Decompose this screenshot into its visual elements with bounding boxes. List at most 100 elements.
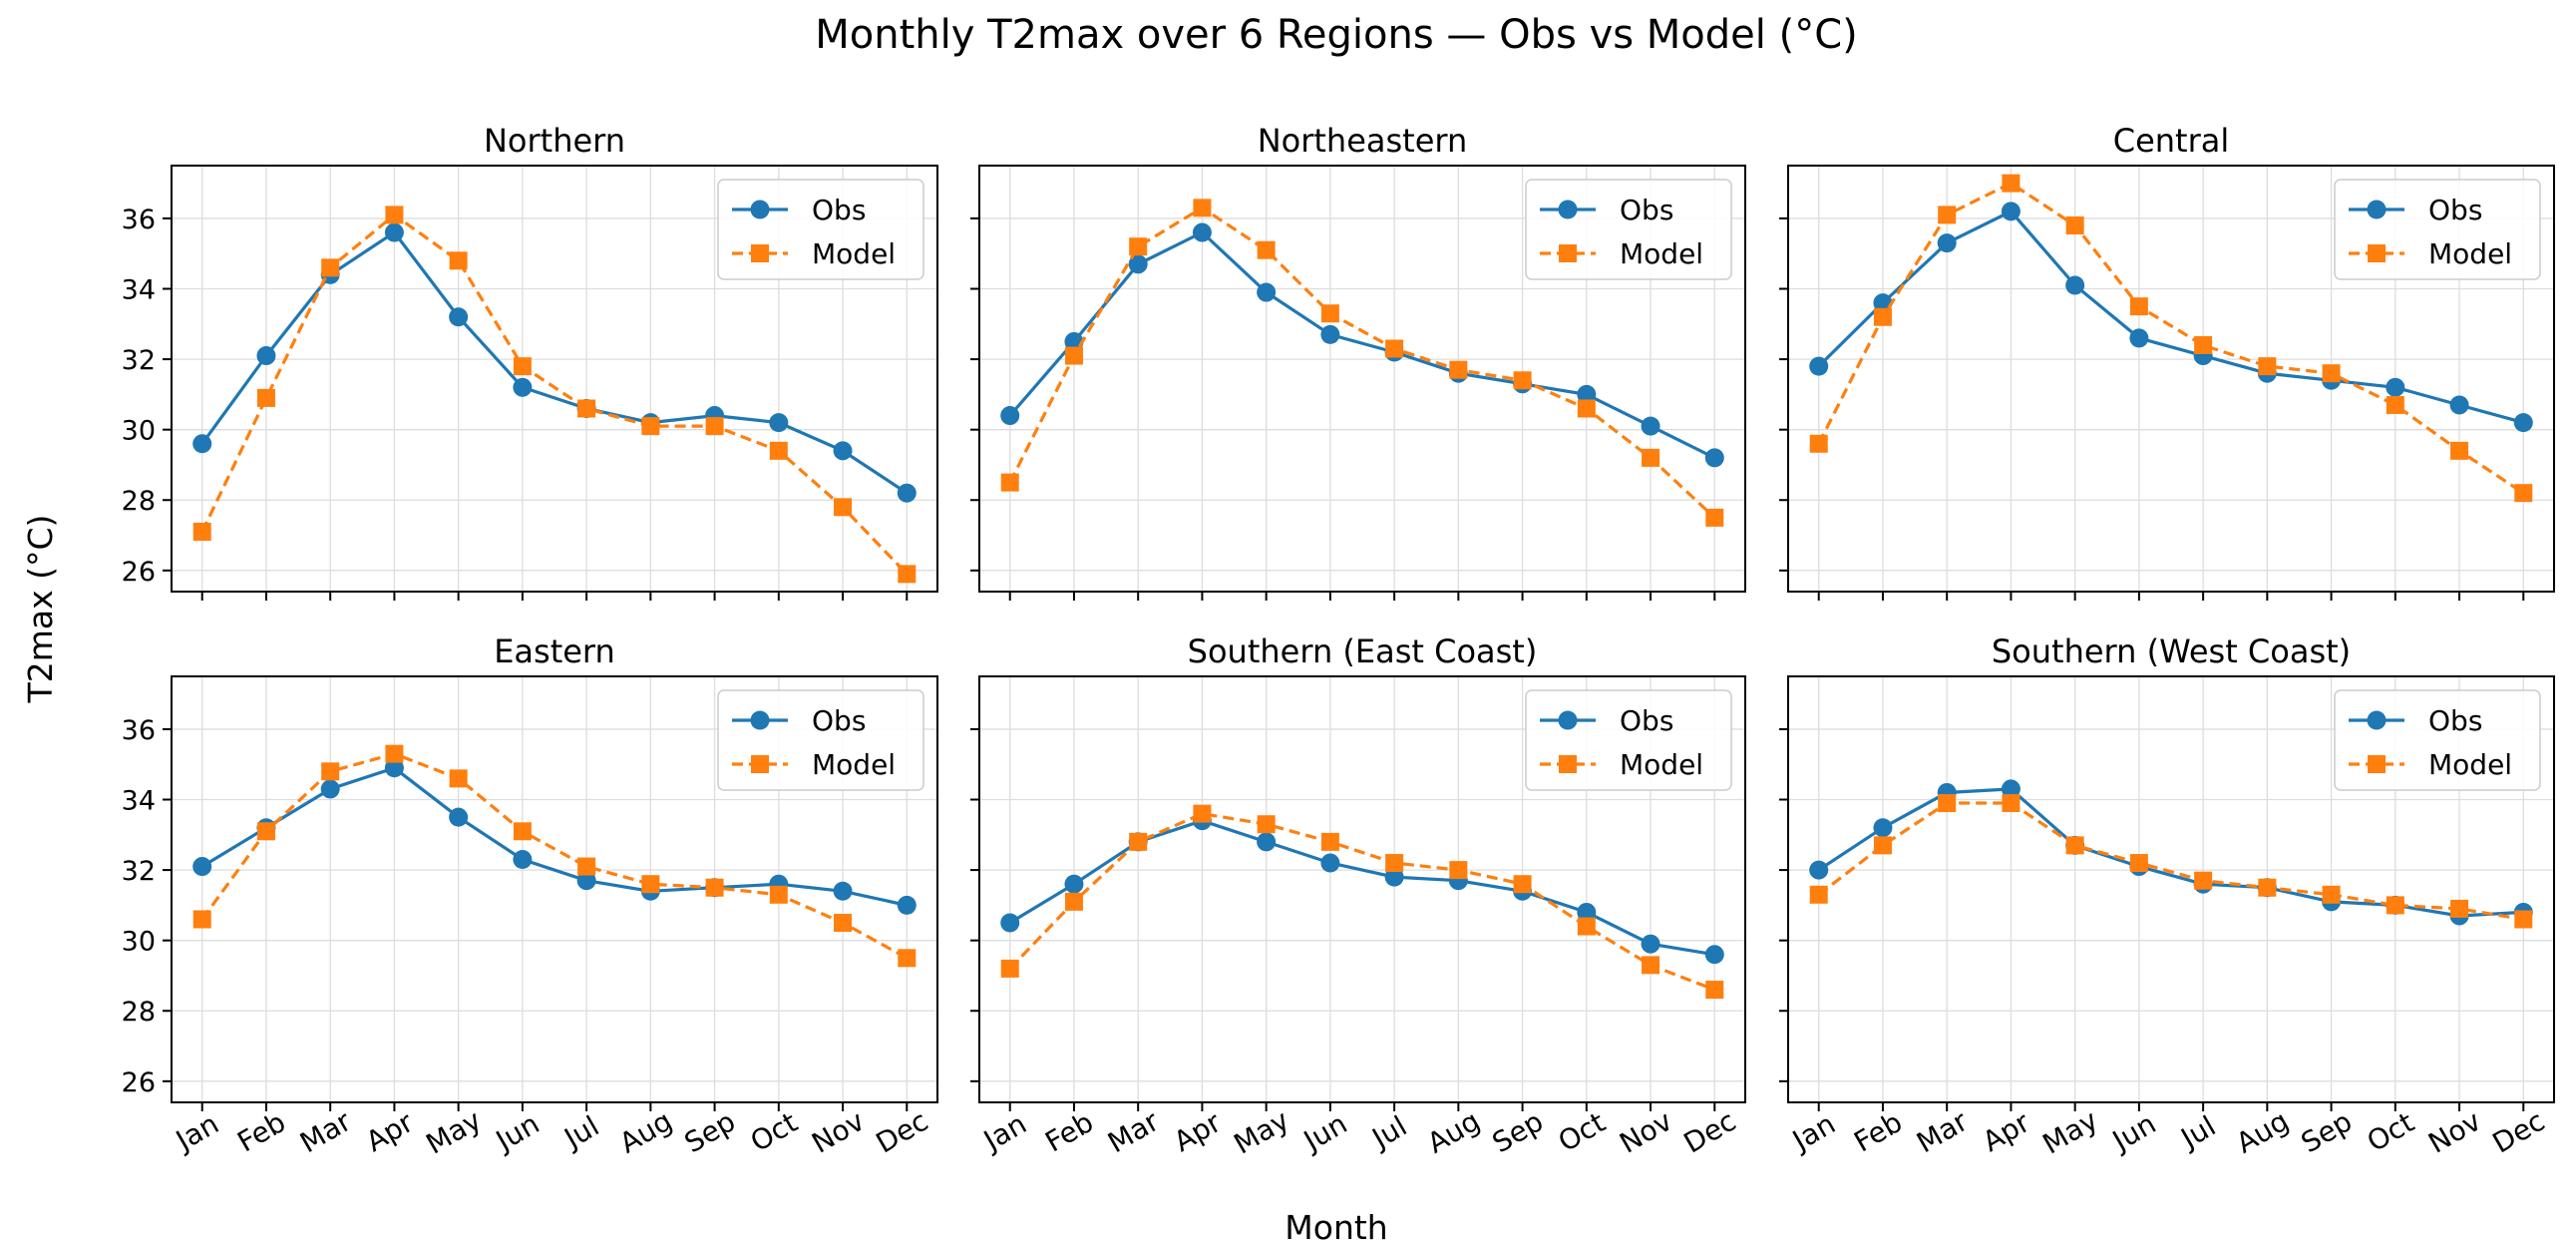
legend-label: Model	[1620, 748, 1703, 781]
legend-marker	[750, 710, 770, 730]
data-point-model	[2258, 878, 2277, 897]
x-tick-label: Jun	[2105, 1107, 2161, 1158]
data-point-obs	[833, 881, 853, 901]
data-point-model	[1513, 875, 1532, 894]
data-point-model	[1064, 346, 1083, 365]
legend-label: Model	[1620, 237, 1703, 270]
data-point-obs	[1577, 384, 1597, 404]
data-point-obs	[2001, 202, 2021, 221]
legend-label: Model	[2428, 237, 2512, 270]
data-point-model	[1938, 794, 1957, 813]
x-tick-label: Feb	[1039, 1105, 1098, 1158]
y-tick-label: 30	[122, 416, 156, 447]
data-point-obs	[1064, 874, 1084, 894]
x-tick-label: Aug	[1422, 1104, 1486, 1160]
x-tick-label: May	[421, 1103, 488, 1161]
legend-marker	[2368, 244, 2386, 262]
data-point-obs	[897, 895, 917, 915]
figure-title: Monthly T2max over 6 Regions — Obs vs Mo…	[815, 12, 1858, 58]
series-model	[192, 744, 917, 968]
x-tick-label: Jan	[1785, 1107, 1841, 1158]
data-point-obs	[449, 807, 469, 827]
panel-title: Northeastern	[1258, 122, 1468, 160]
data-point-model	[449, 769, 468, 788]
data-point-obs	[192, 857, 212, 877]
legend-marker	[751, 755, 769, 773]
data-point-obs	[2513, 413, 2533, 433]
data-point-obs	[576, 871, 596, 891]
data-point-obs	[513, 850, 533, 870]
x-tick-label: Jan	[169, 1107, 224, 1158]
series-line-obs	[1008, 819, 1715, 957]
legend: Obs Model	[1525, 179, 1732, 280]
legend-label: Model	[812, 237, 896, 270]
series-line-model	[1817, 801, 2524, 922]
data-point-model	[577, 399, 596, 418]
legend-marker	[1558, 200, 1578, 219]
data-point-obs	[1192, 222, 1212, 242]
chart-panel-4: Eastern 26 28 30 32 34 36 Jan Feb Mar Apr May Jun Jul…	[122, 632, 938, 1161]
data-point-model	[2322, 364, 2341, 383]
x-tick-label: Jun	[1296, 1107, 1352, 1158]
data-point-model	[898, 565, 917, 584]
data-point-model	[1385, 854, 1404, 873]
data-point-model	[577, 857, 596, 876]
series-line-model	[200, 212, 909, 576]
x-tick-label: May	[2037, 1103, 2104, 1161]
data-point-model	[1129, 832, 1148, 851]
x-tick-label: Oct	[1553, 1105, 1611, 1158]
data-point-model	[898, 949, 917, 968]
axes-frame	[1787, 675, 2555, 1103]
data-point-obs	[1128, 254, 1148, 274]
data-point-model	[1257, 815, 1276, 834]
data-point-obs	[256, 346, 276, 366]
chart-panel-5: Southern (East Coast) Jan Feb Mar Apr May Jun J…	[970, 632, 1746, 1161]
data-point-model	[2129, 297, 2148, 316]
y-tick-label: 32	[122, 856, 156, 887]
series-model	[1809, 794, 2533, 929]
data-point-obs	[1257, 832, 1277, 852]
data-point-obs	[1704, 945, 1724, 965]
legend-marker	[2367, 200, 2387, 219]
data-point-model	[834, 914, 853, 933]
data-point-obs	[1937, 233, 1957, 253]
data-point-obs	[1320, 324, 1340, 344]
data-point-model	[2514, 484, 2533, 503]
y-tick-label: 36	[122, 715, 156, 746]
axes-frame	[978, 165, 1746, 593]
series-obs	[1809, 779, 2533, 926]
x-tick-label: Feb	[231, 1105, 290, 1158]
data-point-obs	[1384, 867, 1404, 887]
data-point-obs	[513, 377, 533, 397]
legend-label: Model	[2428, 748, 2512, 781]
series-model	[192, 206, 917, 584]
data-point-model	[1873, 836, 1892, 855]
data-point-obs	[2386, 377, 2405, 397]
y-tick-label: 32	[122, 345, 156, 376]
data-point-obs	[384, 222, 404, 242]
data-point-model	[834, 498, 853, 517]
figure-xlabel: Month	[1285, 1208, 1387, 1247]
data-point-model	[2514, 910, 2533, 929]
data-point-model	[1705, 508, 1724, 527]
data-point-model	[385, 206, 404, 224]
series-line-model	[200, 751, 909, 960]
data-point-obs	[384, 758, 404, 778]
data-point-model	[2386, 896, 2404, 915]
data-point-model	[705, 878, 724, 897]
y-tick-label: 26	[122, 557, 156, 588]
x-tick-label: Jul	[2174, 1109, 2222, 1155]
data-point-model	[1064, 892, 1083, 911]
legend-marker	[2368, 755, 2386, 773]
axes-frame	[1787, 165, 2555, 593]
series-line-obs	[1817, 787, 2524, 918]
data-point-model	[1809, 434, 1828, 453]
x-tick-label: Jul	[1365, 1109, 1413, 1155]
data-point-obs	[2001, 779, 2021, 799]
data-point-obs	[1000, 913, 1020, 933]
legend-marker	[1559, 244, 1577, 262]
x-tick-label: Dec	[871, 1104, 933, 1160]
legend-label: Obs	[1620, 194, 1673, 226]
legend-label: Obs	[2428, 704, 2482, 737]
